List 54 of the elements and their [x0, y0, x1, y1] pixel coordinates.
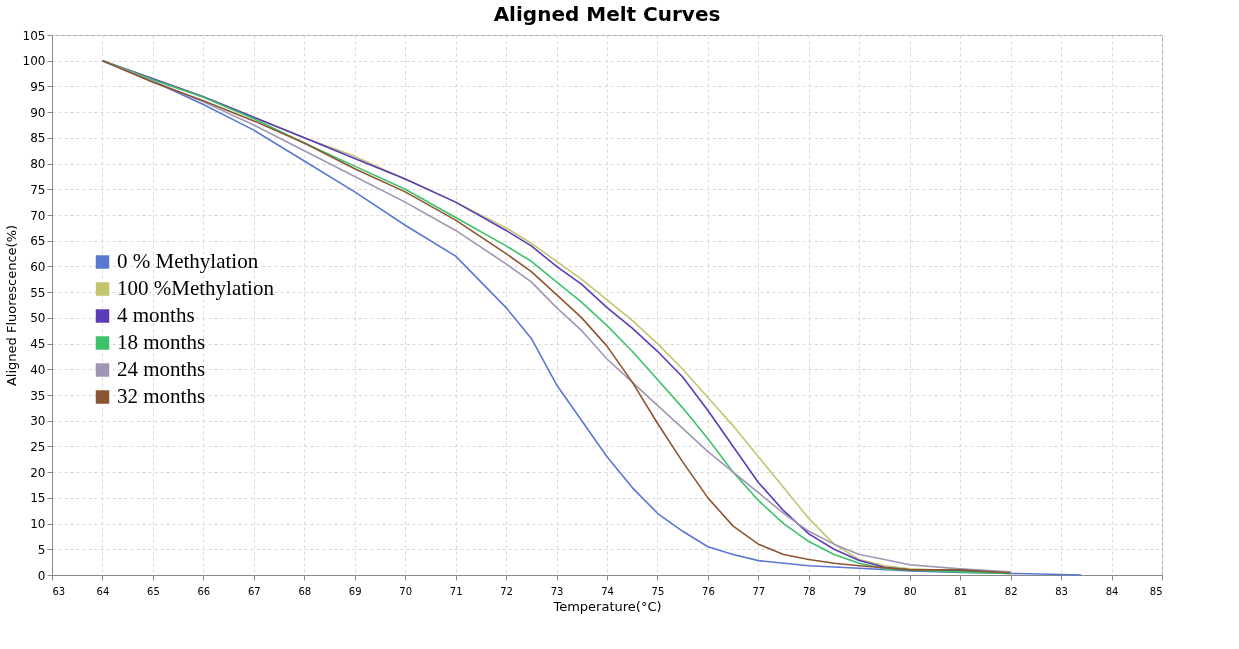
legend-label: 100 %Methylation [117, 276, 275, 300]
y-tick-label: 25 [30, 439, 46, 454]
x-tick-label: 84 [1105, 585, 1119, 597]
x-tick-label: 77 [752, 585, 766, 597]
x-tick-label: 71 [449, 585, 463, 597]
y-tick-label: 80 [30, 157, 46, 172]
y-tick-label: 40 [30, 362, 46, 377]
x-tick-label: 65 [147, 585, 160, 597]
x-tick-label: 85 [1149, 585, 1163, 597]
legend-label: 18 months [117, 330, 206, 354]
x-tick-label: 81 [954, 585, 968, 597]
x-tick-label: 82 [1004, 585, 1018, 597]
x-tick-label: 75 [651, 585, 665, 597]
x-tick-label: 80 [903, 585, 917, 597]
y-tick-label: 30 [30, 414, 46, 429]
y-tick-label: 65 [30, 234, 46, 249]
x-tick-label: 66 [197, 585, 211, 597]
x-tick-label: 76 [702, 585, 715, 597]
y-tick-label: 70 [30, 208, 46, 223]
x-tick-label: 74 [601, 585, 614, 597]
x-tick-label: 83 [1055, 585, 1068, 597]
y-tick-label: 10 [30, 517, 46, 532]
y-tick-label: 105 [22, 28, 46, 43]
y-tick-label: 95 [30, 79, 46, 94]
y-tick-label: 85 [30, 131, 46, 146]
y-tick-label: 5 [37, 542, 46, 557]
y-tick-label: 15 [30, 491, 46, 506]
x-axis-title: Temperature(°C) [552, 598, 662, 614]
x-tick-label: 70 [399, 585, 413, 597]
y-axis-title: Aligned Fluorescence(%) [3, 224, 19, 387]
y-tick-label: 50 [30, 311, 46, 326]
x-tick-label: 79 [853, 585, 867, 597]
y-tick-label: 20 [30, 465, 46, 480]
x-tick-label: 64 [96, 585, 110, 597]
x-tick-label: 69 [348, 585, 362, 597]
legend-label: 0 % Methylation [117, 249, 259, 273]
legend-label: 4 months [117, 303, 195, 327]
y-tick-label: 100 [22, 54, 46, 69]
y-tick-label: 75 [30, 182, 46, 197]
y-tick-label: 90 [30, 105, 46, 120]
y-tick-label: 35 [30, 388, 46, 403]
legend-label: 24 months [117, 357, 206, 381]
y-tick-label: 55 [30, 285, 46, 300]
chart-title: Aligned Melt Curves [493, 2, 721, 26]
legend-label: 32 months [117, 384, 206, 408]
x-tick-label: 72 [500, 585, 513, 597]
x-tick-label: 73 [550, 585, 564, 597]
y-tick-label: 0 [37, 568, 46, 583]
x-tick-label: 67 [247, 585, 261, 597]
y-tick-label: 45 [30, 337, 46, 352]
y-tick-label: 60 [30, 259, 46, 274]
x-tick-label: 78 [802, 585, 816, 597]
x-tick-label: 63 [52, 585, 66, 597]
x-tick-label: 68 [298, 585, 312, 597]
